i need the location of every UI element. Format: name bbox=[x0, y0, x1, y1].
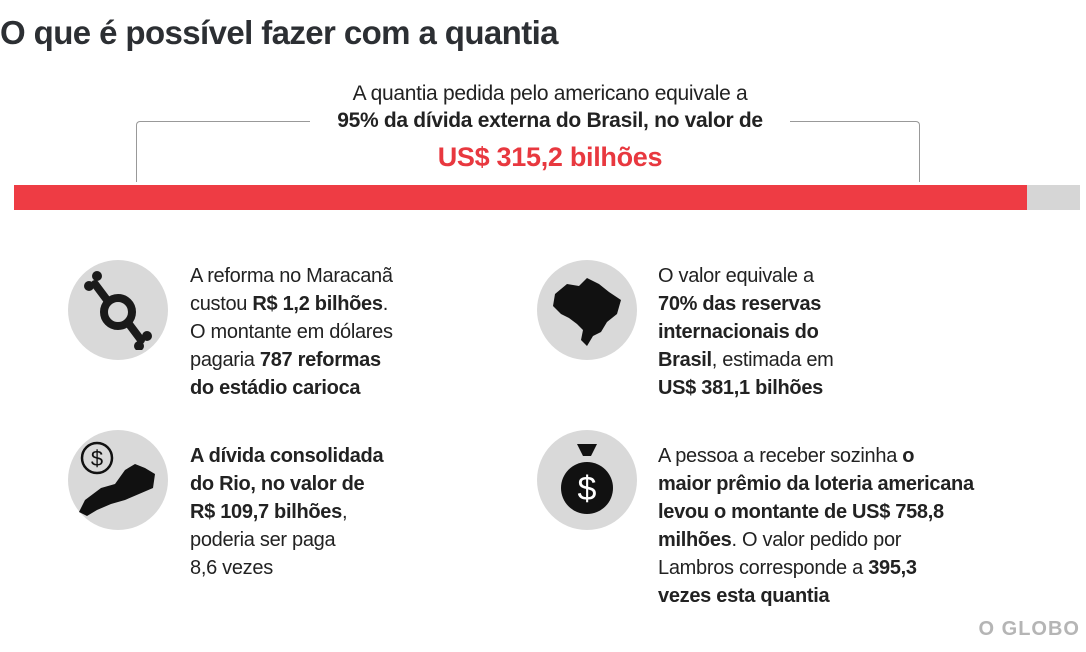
rio-debt-icon: $ bbox=[68, 430, 168, 530]
text-line: maior prêmio da loteria americana bbox=[658, 470, 974, 498]
svg-text:$: $ bbox=[91, 446, 103, 471]
highlight-text: o bbox=[902, 445, 915, 467]
body-text: , estimada em bbox=[711, 349, 834, 371]
highlight-text: US$ 381,1 bilhões bbox=[658, 377, 823, 399]
page-title: O que é possível fazer com a quantia bbox=[0, 14, 559, 51]
body-text: . bbox=[382, 293, 389, 315]
text-line: Lambros corresponde a 395,3 bbox=[658, 554, 974, 582]
intro-line-2: 95% da dívida externa do Brasil, no valo… bbox=[310, 109, 790, 133]
highlight-text: levou o montante de US$ 758,8 bbox=[658, 501, 944, 523]
body-text: , bbox=[341, 501, 348, 523]
body-text: . O valor pedido por bbox=[731, 529, 902, 551]
text-line: US$ 381,1 bilhões bbox=[658, 374, 834, 402]
text-line: R$ 109,7 bilhões, bbox=[190, 498, 383, 526]
body-text: A reforma no Maracanã bbox=[190, 265, 393, 287]
text-line: 8,6 vezes bbox=[190, 554, 383, 582]
text-line: poderia ser paga bbox=[190, 526, 383, 554]
rio-debt-text: A dívida consolidada do Rio, no valor de R… bbox=[190, 442, 384, 582]
body-text: pagaria bbox=[190, 349, 260, 371]
highlight-text: milhões bbox=[658, 529, 732, 551]
highlight-text: R$ 1,2 bilhões bbox=[252, 293, 383, 315]
body-text: poderia ser paga bbox=[190, 529, 336, 551]
text-line: milhões. O valor pedido por bbox=[658, 526, 974, 554]
text-line: 70% das reservas bbox=[658, 290, 834, 318]
body-text: O valor equivale a bbox=[658, 265, 814, 287]
highlight-text: A dívida consolidada bbox=[190, 445, 384, 467]
highlight-text: do estádio carioca bbox=[190, 377, 361, 399]
svg-text:$: $ bbox=[578, 470, 597, 508]
highlight-text: 395,3 bbox=[868, 557, 917, 579]
debt-bar-fill bbox=[14, 185, 1027, 210]
intro-amount: US$ 315,2 bilhões bbox=[437, 142, 663, 172]
text-line: internacionais do bbox=[658, 318, 834, 346]
text-line: O montante em dólares bbox=[190, 318, 393, 346]
text-line: A reforma no Maracanã bbox=[190, 262, 393, 290]
lottery-text: A pessoa a receber sozinha o maior prêmio… bbox=[658, 442, 974, 610]
highlight-text: do Rio, no valor de bbox=[190, 473, 365, 495]
text-line: A pessoa a receber sozinha o bbox=[658, 442, 974, 470]
body-text: 8,6 vezes bbox=[190, 557, 273, 579]
reserves-text: O valor equivale a 70% das reservas intern… bbox=[658, 262, 834, 402]
highlight-text: maior prêmio da loteria americana bbox=[658, 473, 974, 495]
intro-line-1: A quantia pedida pelo americano equivale… bbox=[352, 82, 748, 105]
text-line: do Rio, no valor de bbox=[190, 470, 383, 498]
body-text: custou bbox=[190, 293, 253, 315]
highlight-text: R$ 109,7 bilhões bbox=[190, 501, 342, 523]
text-line: pagaria 787 reformas bbox=[190, 346, 393, 374]
o-globo-logo: O GLOBO bbox=[978, 618, 1080, 640]
highlight-text: 787 reformas bbox=[259, 349, 381, 371]
debt-bar bbox=[14, 185, 1080, 210]
highlight-text: internacionais do bbox=[658, 321, 819, 343]
text-line: A dívida consolidada bbox=[190, 442, 384, 470]
highlight-text: Brasil bbox=[658, 349, 712, 371]
money-bag-icon: $ bbox=[537, 430, 637, 530]
text-line: vezes esta quantia bbox=[658, 582, 974, 610]
highlight-text: vezes esta quantia bbox=[658, 585, 830, 607]
text-line: custou R$ 1,2 bilhões. bbox=[190, 290, 393, 318]
highlight-text: 70% das reservas bbox=[658, 293, 822, 315]
text-line: levou o montante de US$ 758,8 bbox=[658, 498, 974, 526]
stadium-icon bbox=[68, 260, 168, 360]
text-line: O valor equivale a bbox=[658, 262, 834, 290]
body-text: Lambros corresponde a bbox=[658, 557, 869, 579]
brazil-map-icon bbox=[537, 260, 637, 360]
maracana-text: A reforma no Maracanã custou R$ 1,2 bilhõ… bbox=[190, 262, 393, 402]
text-line: do estádio carioca bbox=[190, 374, 393, 402]
body-text: O montante em dólares bbox=[190, 321, 393, 343]
text-line: Brasil, estimada em bbox=[658, 346, 834, 374]
body-text: A pessoa a receber sozinha bbox=[658, 445, 903, 467]
